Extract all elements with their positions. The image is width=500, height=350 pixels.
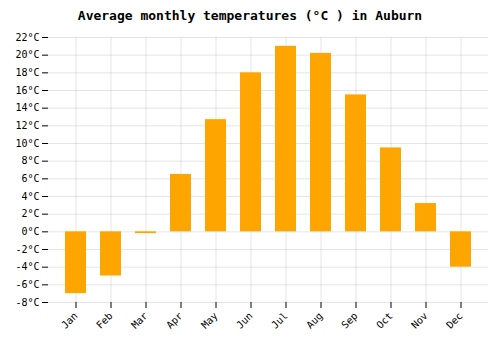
- svg-text:-4°C: -4°C: [15, 261, 39, 272]
- svg-text:Sep: Sep: [339, 310, 360, 331]
- svg-text:6°C: 6°C: [21, 173, 39, 184]
- svg-text:Jan: Jan: [59, 310, 80, 331]
- svg-text:-2°C: -2°C: [15, 244, 39, 255]
- svg-text:8°C: 8°C: [21, 155, 39, 166]
- svg-text:-8°C: -8°C: [15, 297, 39, 308]
- svg-text:Jun: Jun: [234, 310, 255, 331]
- svg-text:May: May: [199, 310, 220, 331]
- svg-text:0°C: 0°C: [21, 226, 39, 237]
- svg-text:Nov: Nov: [409, 310, 430, 331]
- svg-text:16°C: 16°C: [15, 85, 39, 96]
- svg-text:18°C: 18°C: [15, 67, 39, 78]
- svg-text:12°C: 12°C: [15, 120, 39, 131]
- svg-text:-6°C: -6°C: [15, 279, 39, 290]
- svg-text:20°C: 20°C: [15, 49, 39, 60]
- svg-text:22°C: 22°C: [15, 32, 39, 43]
- svg-text:2°C: 2°C: [21, 208, 39, 219]
- svg-text:Aug: Aug: [304, 310, 325, 331]
- svg-text:Jul: Jul: [269, 310, 290, 331]
- svg-text:Feb: Feb: [94, 310, 115, 331]
- svg-text:Apr: Apr: [164, 310, 185, 331]
- svg-text:Oct: Oct: [374, 310, 395, 331]
- svg-text:10°C: 10°C: [15, 138, 39, 149]
- svg-text:Dec: Dec: [444, 310, 465, 331]
- svg-text:4°C: 4°C: [21, 191, 39, 202]
- svg-text:14°C: 14°C: [15, 102, 39, 113]
- svg-text:Mar: Mar: [129, 310, 150, 331]
- html-text:Average monthly temperatures (: Average monthly temperatures (°C ) in Au…: [77, 8, 423, 23]
